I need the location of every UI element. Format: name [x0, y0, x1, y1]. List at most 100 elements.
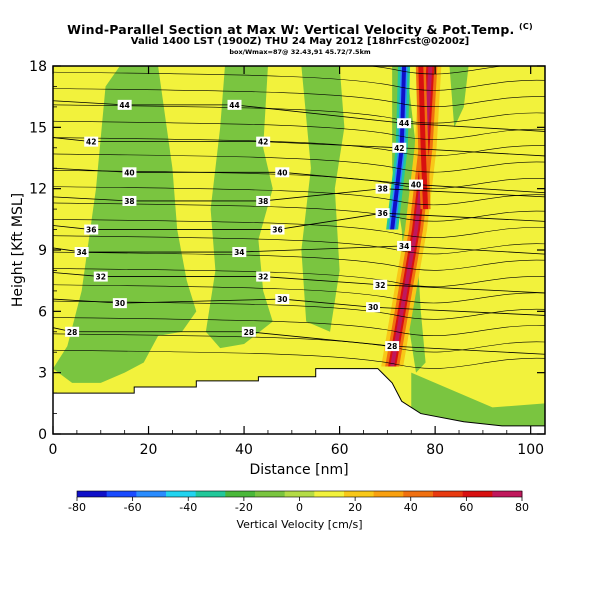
contour-label-bg — [122, 167, 137, 178]
theta-contour — [53, 284, 545, 304]
colorbar-swatch — [166, 491, 197, 497]
y-tick-label: 12 — [29, 182, 47, 198]
contour-label-bg — [366, 302, 381, 313]
colorbar-swatch — [433, 491, 464, 497]
colorbar-swatch — [225, 491, 256, 497]
contour-label: 34 — [399, 242, 409, 251]
contour-label-bg — [397, 118, 412, 129]
contour-label: 34 — [76, 248, 86, 257]
theta-contour — [53, 153, 545, 173]
y-tick-label: 9 — [38, 243, 47, 259]
contour-label: 40 — [124, 168, 134, 177]
contour-label: 38 — [124, 197, 134, 206]
y-tick-label: 15 — [29, 120, 47, 136]
theta-contour — [53, 137, 545, 157]
contour-label: 42 — [394, 144, 404, 153]
colorbar-tick-label: 40 — [404, 501, 418, 514]
colorbar-swatch — [373, 491, 404, 497]
contour-label: 40 — [277, 168, 287, 177]
theta-contour — [53, 235, 545, 255]
contour-label: 42 — [86, 138, 96, 147]
x-axis-label: Distance [nm] — [249, 462, 348, 478]
colorbar-swatch — [255, 491, 286, 497]
colorbar-swatch — [106, 491, 137, 497]
contour-label-bg — [409, 179, 424, 190]
contour-label-bg — [84, 136, 99, 147]
contour-label-bg — [84, 224, 99, 235]
downdraft-region — [53, 66, 197, 383]
colorbar-tick-label: 0 — [296, 501, 303, 514]
theta-contour — [53, 333, 545, 353]
contour-label: 30 — [115, 299, 125, 308]
contour-label-bg — [256, 136, 271, 147]
colorbar-swatch — [77, 491, 108, 497]
colorbar-tick-label: 60 — [459, 501, 473, 514]
y-tick-label: 0 — [38, 427, 47, 443]
colorbar-swatch — [403, 491, 434, 497]
terrain — [53, 368, 545, 434]
chart-title: Wind-Parallel Section at Max W: Vertical… — [0, 22, 600, 37]
contour-label-bg — [65, 326, 80, 337]
x-tick-label: 80 — [426, 442, 444, 458]
x-tick-label: 100 — [517, 442, 544, 458]
contour-label-bg — [112, 298, 127, 309]
contour-label: 44 — [119, 101, 129, 110]
colorbar-swatch — [492, 491, 523, 497]
x-tick-label: 40 — [235, 442, 253, 458]
theta-contour — [53, 186, 545, 206]
contour-label: 34 — [234, 248, 244, 257]
contour-label: 30 — [277, 295, 287, 304]
x-tick-label: 20 — [140, 442, 158, 458]
colorbar-swatch — [195, 491, 226, 497]
contour-label-bg — [256, 271, 271, 282]
updraft-band — [390, 66, 407, 230]
theta-contour — [53, 317, 545, 337]
contour-label: 30 — [368, 303, 378, 312]
colorbar-tick-label: -60 — [124, 501, 142, 514]
colorbar-swatch — [462, 491, 493, 497]
contour-label-bg — [275, 294, 290, 305]
contour-label: 32 — [375, 281, 385, 290]
copyright-mark: (C) — [519, 22, 533, 31]
contour-label-bg — [397, 240, 412, 251]
y-tick-label: 18 — [29, 59, 47, 75]
contour-label: 44 — [229, 101, 239, 110]
theta-contour — [53, 251, 545, 271]
colorbar-swatch — [314, 491, 345, 497]
theta-contour — [53, 268, 545, 287]
contour-label-bg — [74, 247, 89, 258]
valid-time-line: Valid 1400 LST (1900Z) THU 24 May 2012 [… — [130, 36, 470, 47]
x-tick-label: 0 — [49, 442, 58, 458]
contour-label: 28 — [244, 328, 254, 337]
downdraft-region — [205, 66, 273, 349]
colorbar-swatch — [136, 491, 167, 497]
colorbar-tick-label: -80 — [68, 501, 86, 514]
contour-label-bg — [275, 167, 290, 178]
colorbar-swatch — [344, 491, 375, 497]
y-tick-label: 6 — [38, 304, 47, 320]
contour-label-bg — [373, 279, 388, 290]
downdraft-region — [449, 66, 469, 128]
x-tick-label: 60 — [331, 442, 349, 458]
downdraft-region — [301, 66, 345, 332]
plot-area: 44 44 44 42 42 42 40 40 40 38 38 38 36 36 36 34 34 34 32 32… — [53, 39, 545, 434]
contour-label-bg — [117, 99, 132, 110]
contour-label-bg — [385, 341, 400, 352]
colorbar-tick-label: -20 — [235, 501, 253, 514]
contour-label: 28 — [387, 342, 397, 351]
colorbar-label: Vertical Velocity [cm/s] — [236, 518, 362, 531]
theta-contour — [53, 39, 545, 57]
y-tick-label: 3 — [38, 366, 47, 382]
contour-label-bg — [232, 247, 247, 258]
theta-contour — [53, 104, 545, 124]
theta-contour — [53, 219, 545, 238]
contour-label-bg — [256, 195, 271, 206]
updraft-band — [418, 66, 429, 210]
contour-label: 36 — [272, 226, 282, 235]
contour-label: 36 — [86, 226, 96, 235]
colorbar-tick-label: 80 — [515, 501, 529, 514]
contour-label: 32 — [96, 273, 106, 282]
theta-contour — [53, 88, 545, 108]
theta-contour — [53, 169, 545, 189]
